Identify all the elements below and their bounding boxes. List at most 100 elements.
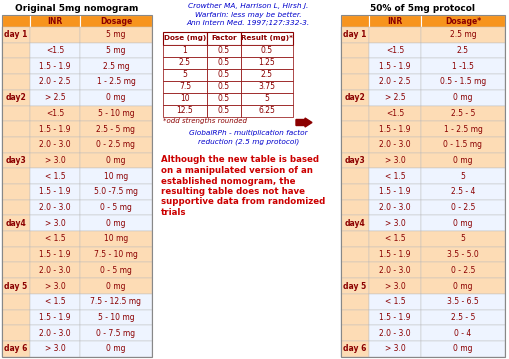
- Text: 1: 1: [183, 46, 187, 55]
- Bar: [369, 231, 421, 247]
- Bar: [341, 43, 369, 59]
- Bar: [30, 59, 80, 74]
- Text: < 1.5: < 1.5: [45, 234, 65, 243]
- Text: 2.5 mg: 2.5 mg: [449, 31, 476, 39]
- Bar: [341, 27, 369, 43]
- Text: > 2.5: > 2.5: [385, 93, 405, 102]
- Text: day 5: day 5: [5, 281, 27, 290]
- Bar: [163, 32, 207, 45]
- Bar: [30, 231, 80, 247]
- Text: 2.5 - 5 mg: 2.5 - 5 mg: [97, 125, 135, 134]
- Text: GlobalRPh - multiplication factor: GlobalRPh - multiplication factor: [189, 130, 308, 136]
- Text: 5 mg: 5 mg: [106, 46, 126, 55]
- Text: Factor: Factor: [211, 35, 237, 41]
- Bar: [2, 341, 30, 357]
- Bar: [163, 104, 207, 117]
- Text: 3.5 - 6.5: 3.5 - 6.5: [447, 297, 479, 306]
- Text: Dosage*: Dosage*: [445, 17, 481, 25]
- Bar: [2, 15, 30, 27]
- Text: 0.5 - 1.5 mg: 0.5 - 1.5 mg: [440, 78, 486, 87]
- Text: Warfarin: less may be better.: Warfarin: less may be better.: [195, 11, 302, 18]
- Bar: [163, 45, 207, 56]
- Bar: [369, 74, 421, 90]
- Bar: [30, 15, 80, 27]
- Text: 2.5: 2.5: [457, 46, 469, 55]
- Bar: [369, 137, 421, 153]
- Bar: [2, 325, 30, 341]
- Bar: [369, 294, 421, 309]
- Bar: [163, 56, 207, 69]
- Bar: [369, 278, 421, 294]
- Text: 7.5 - 10 mg: 7.5 - 10 mg: [94, 250, 138, 259]
- Text: 2.0 - 3.0: 2.0 - 3.0: [39, 140, 71, 149]
- Text: 2.5: 2.5: [261, 70, 273, 79]
- Bar: [80, 309, 152, 325]
- Bar: [341, 341, 369, 357]
- Text: 2.5 - 4: 2.5 - 4: [451, 187, 475, 196]
- Bar: [30, 168, 80, 184]
- Text: *odd strengths rounded: *odd strengths rounded: [163, 117, 247, 123]
- Text: 0 - 5 mg: 0 - 5 mg: [100, 203, 132, 212]
- Bar: [341, 231, 369, 247]
- Text: 0 mg: 0 mg: [106, 156, 126, 165]
- Bar: [2, 153, 30, 168]
- Text: 1.5 - 1.9: 1.5 - 1.9: [379, 313, 411, 322]
- Text: 7.5: 7.5: [179, 82, 191, 91]
- Bar: [30, 137, 80, 153]
- Text: 2.0 - 3.0: 2.0 - 3.0: [39, 266, 71, 275]
- Bar: [369, 90, 421, 106]
- Text: 3.5 - 5.0: 3.5 - 5.0: [447, 250, 479, 259]
- Text: INR: INR: [387, 17, 403, 25]
- Text: 0 mg: 0 mg: [453, 281, 473, 290]
- Text: 1.5 - 1.9: 1.5 - 1.9: [39, 313, 71, 322]
- Text: <1.5: <1.5: [46, 46, 64, 55]
- Bar: [30, 215, 80, 231]
- Text: < 1.5: < 1.5: [45, 172, 65, 181]
- Bar: [421, 43, 505, 59]
- Text: 0 mg: 0 mg: [453, 344, 473, 353]
- Text: > 3.0: > 3.0: [45, 219, 65, 228]
- Bar: [163, 93, 207, 104]
- Bar: [421, 137, 505, 153]
- Bar: [2, 15, 152, 357]
- Text: Ann Intern Med. 1997;127:332-3.: Ann Intern Med. 1997;127:332-3.: [187, 20, 310, 26]
- Bar: [241, 69, 293, 80]
- Bar: [421, 262, 505, 278]
- Text: < 1.5: < 1.5: [385, 234, 405, 243]
- Bar: [80, 90, 152, 106]
- Bar: [421, 247, 505, 262]
- Text: 0.5: 0.5: [218, 106, 230, 115]
- Bar: [2, 43, 30, 59]
- Text: reduction (2.5 mg protocol): reduction (2.5 mg protocol): [198, 139, 299, 145]
- Text: 0.5: 0.5: [218, 46, 230, 55]
- Text: trials: trials: [161, 208, 186, 217]
- Text: 1.5 - 1.9: 1.5 - 1.9: [39, 62, 71, 71]
- Text: 0 mg: 0 mg: [453, 93, 473, 102]
- Text: 5: 5: [265, 94, 269, 103]
- Text: 0.5: 0.5: [218, 94, 230, 103]
- Bar: [163, 80, 207, 93]
- Bar: [30, 90, 80, 106]
- Text: on a manipulated version of an: on a manipulated version of an: [161, 166, 313, 175]
- Bar: [421, 74, 505, 90]
- Bar: [421, 231, 505, 247]
- Bar: [207, 104, 241, 117]
- Text: 1 -1.5: 1 -1.5: [452, 62, 474, 71]
- Bar: [80, 294, 152, 309]
- Bar: [30, 200, 80, 215]
- Bar: [241, 56, 293, 69]
- Bar: [207, 69, 241, 80]
- Bar: [369, 106, 421, 121]
- Text: 1.5 - 1.9: 1.5 - 1.9: [379, 125, 411, 134]
- Bar: [207, 80, 241, 93]
- Text: Result (mg)*: Result (mg)*: [241, 35, 293, 41]
- Text: 0 - 2.5: 0 - 2.5: [451, 266, 475, 275]
- Bar: [80, 59, 152, 74]
- Text: > 3.0: > 3.0: [385, 156, 405, 165]
- Bar: [163, 69, 207, 80]
- Text: <1.5: <1.5: [46, 109, 64, 118]
- Text: Dose (mg): Dose (mg): [164, 35, 206, 41]
- Bar: [341, 121, 369, 137]
- Bar: [369, 168, 421, 184]
- Text: 2.5 - 5: 2.5 - 5: [451, 313, 475, 322]
